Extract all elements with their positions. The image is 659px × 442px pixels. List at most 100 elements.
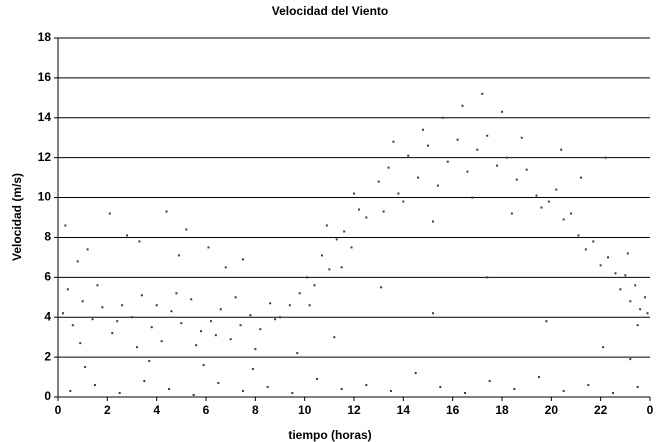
- point: [320, 254, 323, 257]
- point: [417, 176, 420, 179]
- point: [111, 332, 114, 335]
- x-tick-label: 2: [104, 403, 111, 417]
- point: [612, 392, 614, 395]
- point: [69, 390, 72, 393]
- point: [602, 346, 605, 349]
- x-tick-label: 8: [252, 403, 259, 417]
- point: [397, 192, 400, 195]
- point: [155, 304, 158, 307]
- point: [562, 218, 565, 221]
- point: [387, 166, 390, 169]
- point: [390, 390, 392, 393]
- point: [101, 306, 104, 309]
- point: [353, 192, 355, 195]
- point: [560, 148, 563, 151]
- y-tick-label: 10: [38, 190, 52, 204]
- point: [340, 388, 343, 391]
- point: [200, 330, 203, 333]
- x-tick-label: 0: [55, 403, 62, 417]
- point: [296, 352, 299, 355]
- point: [126, 234, 129, 237]
- point: [431, 220, 434, 223]
- point: [66, 288, 69, 291]
- point: [308, 304, 311, 307]
- y-tick-label: 12: [38, 150, 52, 164]
- point: [624, 274, 627, 277]
- point: [325, 224, 328, 227]
- x-tick-label: 18: [495, 403, 509, 417]
- point: [121, 304, 124, 307]
- point: [242, 390, 244, 393]
- point: [471, 196, 474, 199]
- point: [239, 324, 242, 327]
- point: [505, 156, 508, 159]
- point: [555, 188, 558, 191]
- y-tick-label: 0: [44, 389, 51, 403]
- x-tick-label: 6: [203, 403, 210, 417]
- point: [357, 208, 360, 211]
- point: [340, 266, 343, 269]
- point: [224, 266, 227, 269]
- point: [266, 386, 269, 389]
- point: [249, 314, 252, 317]
- point: [138, 240, 141, 243]
- point: [488, 380, 491, 383]
- point: [584, 248, 587, 251]
- y-tick-label: 16: [38, 70, 52, 84]
- point: [306, 276, 309, 279]
- point: [274, 318, 277, 321]
- point: [525, 168, 528, 171]
- x-tick-label: 12: [347, 403, 361, 417]
- point: [96, 284, 99, 287]
- point: [547, 200, 550, 203]
- point: [466, 170, 469, 173]
- point: [520, 136, 523, 139]
- point: [185, 228, 188, 231]
- point: [217, 382, 220, 385]
- y-tick-label: 6: [44, 270, 51, 284]
- point: [619, 288, 622, 291]
- y-tick-label: 8: [44, 230, 51, 244]
- point: [61, 312, 64, 315]
- point: [160, 340, 163, 343]
- point: [414, 372, 417, 375]
- point: [407, 154, 410, 157]
- y-axis-label: Velocidad (m/s): [10, 173, 24, 261]
- point: [481, 92, 484, 95]
- point: [579, 176, 582, 179]
- point: [91, 318, 94, 321]
- point: [343, 230, 346, 233]
- point: [140, 294, 143, 297]
- point: [177, 254, 180, 257]
- point: [143, 380, 146, 383]
- point: [229, 338, 232, 341]
- x-tick-label: 0: [647, 403, 654, 417]
- point: [496, 164, 499, 167]
- point: [577, 234, 580, 237]
- point: [501, 110, 503, 113]
- point: [180, 322, 183, 325]
- point: [209, 320, 212, 323]
- point: [195, 344, 198, 347]
- x-tick-label: 14: [397, 403, 411, 417]
- point: [486, 276, 489, 279]
- point: [545, 320, 548, 323]
- point: [214, 334, 217, 337]
- x-tick-label: 20: [545, 403, 559, 417]
- point: [365, 216, 368, 219]
- point: [165, 210, 168, 213]
- point: [116, 320, 119, 323]
- point: [279, 316, 281, 319]
- point: [335, 238, 338, 241]
- point: [79, 342, 82, 345]
- point: [288, 304, 291, 307]
- point: [242, 258, 244, 261]
- point: [269, 302, 272, 305]
- point: [476, 148, 479, 151]
- point: [135, 346, 138, 349]
- point: [431, 312, 434, 315]
- point: [614, 272, 617, 275]
- point: [392, 140, 395, 143]
- point: [535, 194, 538, 197]
- point: [644, 296, 647, 299]
